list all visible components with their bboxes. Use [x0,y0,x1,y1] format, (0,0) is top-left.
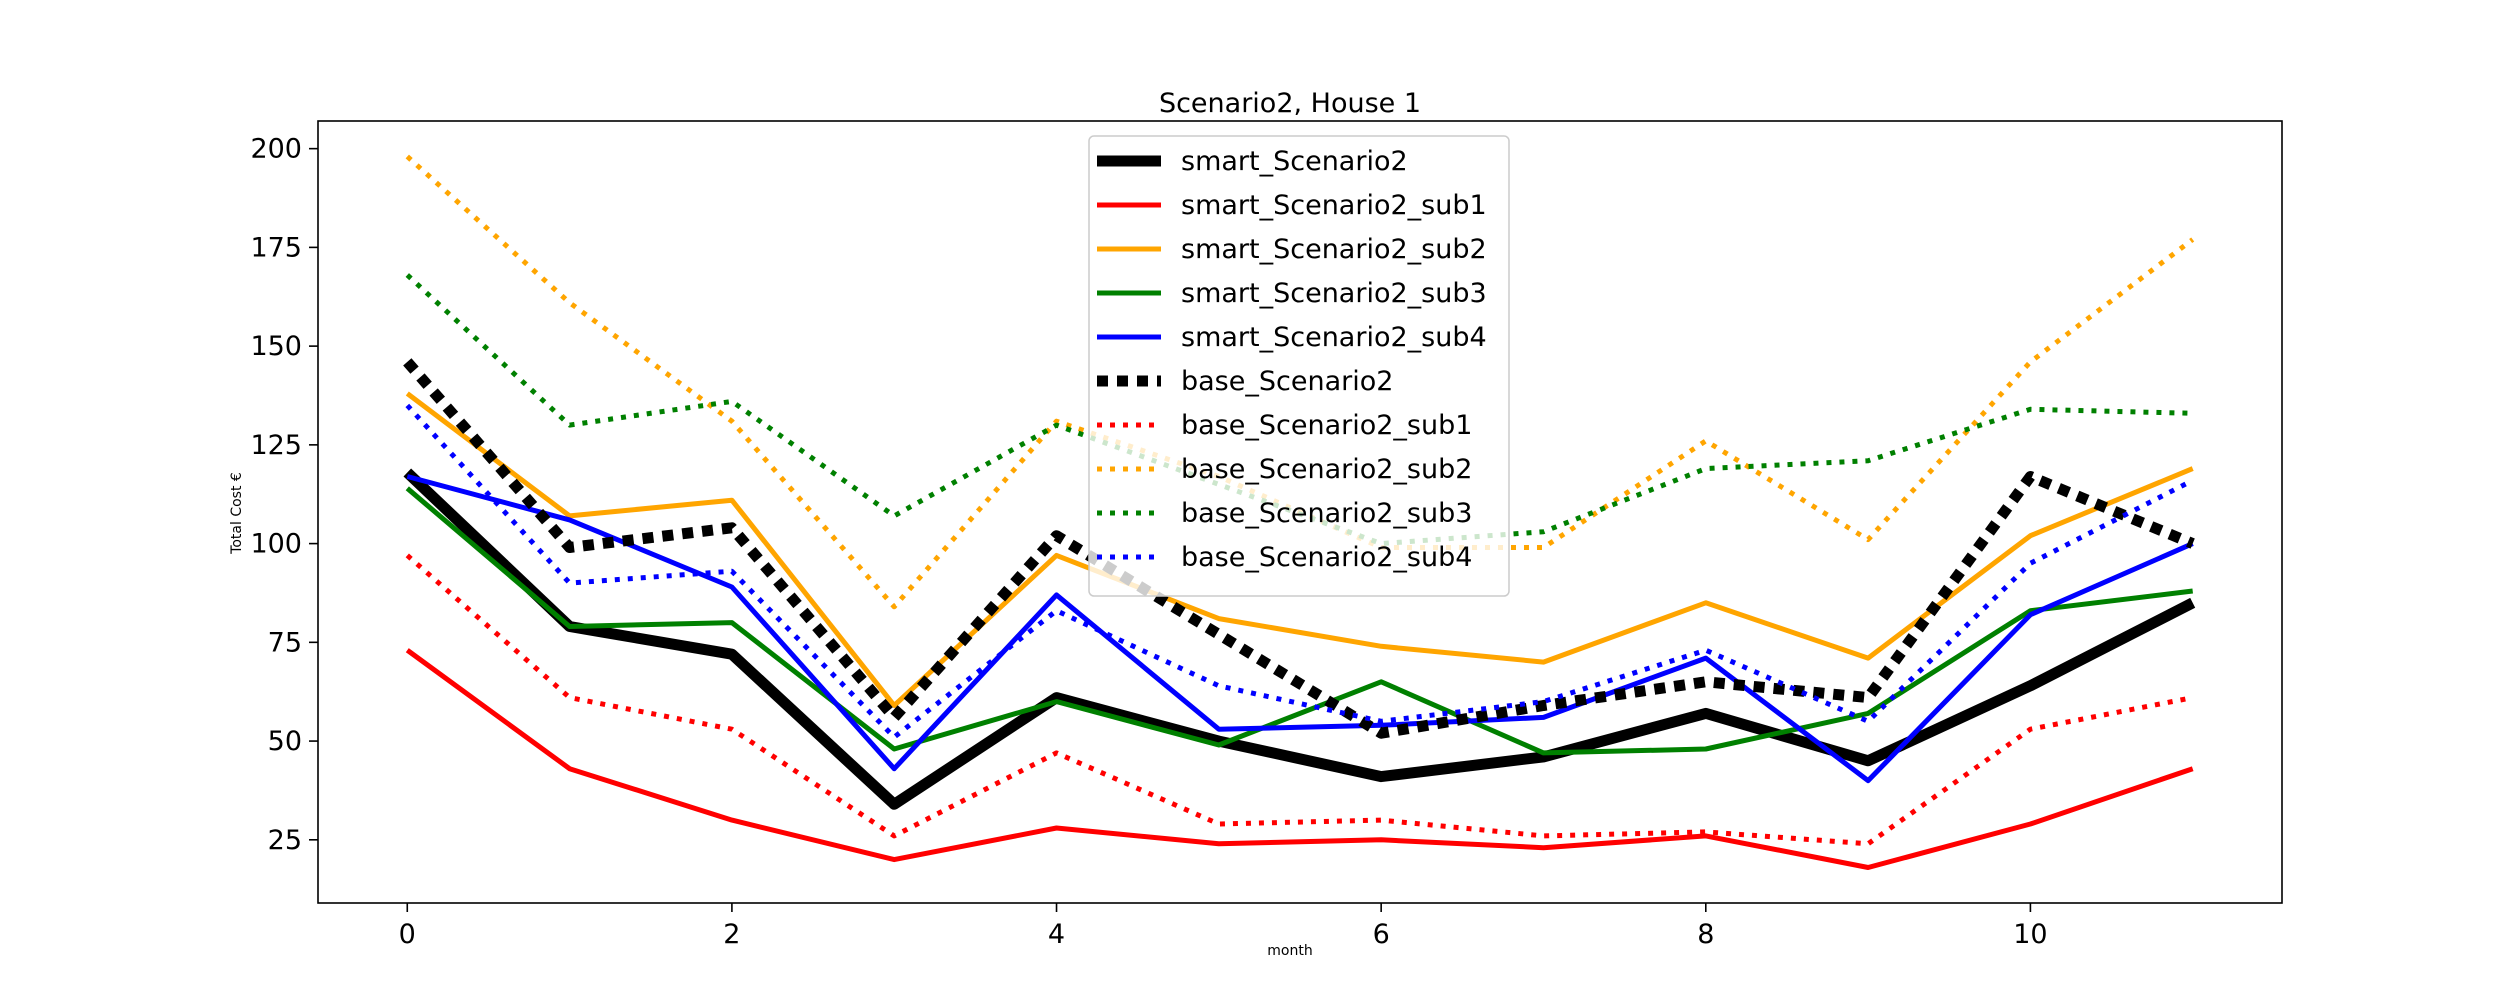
legend-box [1088,135,1510,597]
legend-label-7: base_Scenario2_sub1 [1181,410,1472,441]
y-tick-label: 75 [268,627,302,658]
x-tick-label: 8 [1697,919,1714,950]
axes-frame [317,120,2283,904]
y-tick-label: 125 [250,430,302,461]
y-axis-label: Total Cost € [229,472,245,555]
series-line-4 [405,486,2194,756]
series-line-6 [403,358,2195,739]
series-line-2 [405,648,2194,870]
y-tick-label: 100 [250,529,302,560]
y-tick-label: 200 [250,134,302,165]
x-tick-label: 4 [1048,919,1065,950]
y-tick-label: 25 [268,825,302,856]
y-tick-label: 50 [268,726,302,757]
legend: smart_Scenario2 smart_Scenario2_sub1smart… [1088,135,1510,597]
legend-label-1: smart_Scenario2 [1181,146,1408,177]
legend-label-10: base_Scenario2_sub4 [1181,542,1472,573]
axes: 0 2 4 6 8 10 25 50 75 100 125 150 175 200 [250,120,2283,950]
x-axis-label: month [1267,943,1312,959]
series-line-5 [406,474,2194,784]
series-line-1 [403,468,2196,810]
legend-label-4: smart_Scenario2_sub3 [1181,278,1487,309]
series-line-7 [405,553,2194,847]
x-tick-label: 2 [723,919,740,950]
y-tick-label: 175 [250,232,302,263]
y-tick-label: 150 [250,331,302,362]
chart-title: Scenario2, House 1 [1159,88,1421,119]
x-tick-label: 10 [2013,919,2047,950]
legend-label-8: base_Scenario2_sub2 [1181,454,1472,485]
legend-label-2: smart_Scenario2_sub1 [1181,190,1487,221]
legend-label-9: base_Scenario2_sub3 [1181,498,1472,529]
series-line-3 [405,391,2194,708]
x-tick-label: 0 [399,919,416,950]
legend-label-5: smart_Scenario2_sub4 [1181,322,1487,353]
x-tick-label: 6 [1373,919,1390,950]
legend-label-6: base_Scenario2 [1181,366,1393,397]
legend-label-3: smart_Scenario2_sub2 [1181,234,1487,265]
